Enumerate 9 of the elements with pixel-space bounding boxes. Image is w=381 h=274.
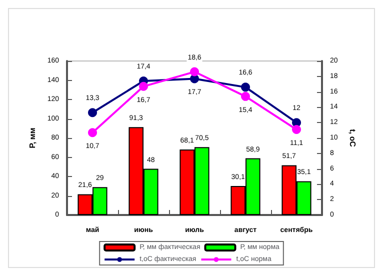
- point: [88, 108, 97, 118]
- y2-axis-title: t, oC: [348, 129, 358, 148]
- point: [88, 128, 97, 138]
- y-axis-title: Р, мм: [28, 128, 37, 148]
- point: [190, 67, 199, 76]
- point: [139, 82, 148, 91]
- point: [241, 92, 250, 101]
- point: [241, 82, 250, 92]
- point: [292, 125, 301, 134]
